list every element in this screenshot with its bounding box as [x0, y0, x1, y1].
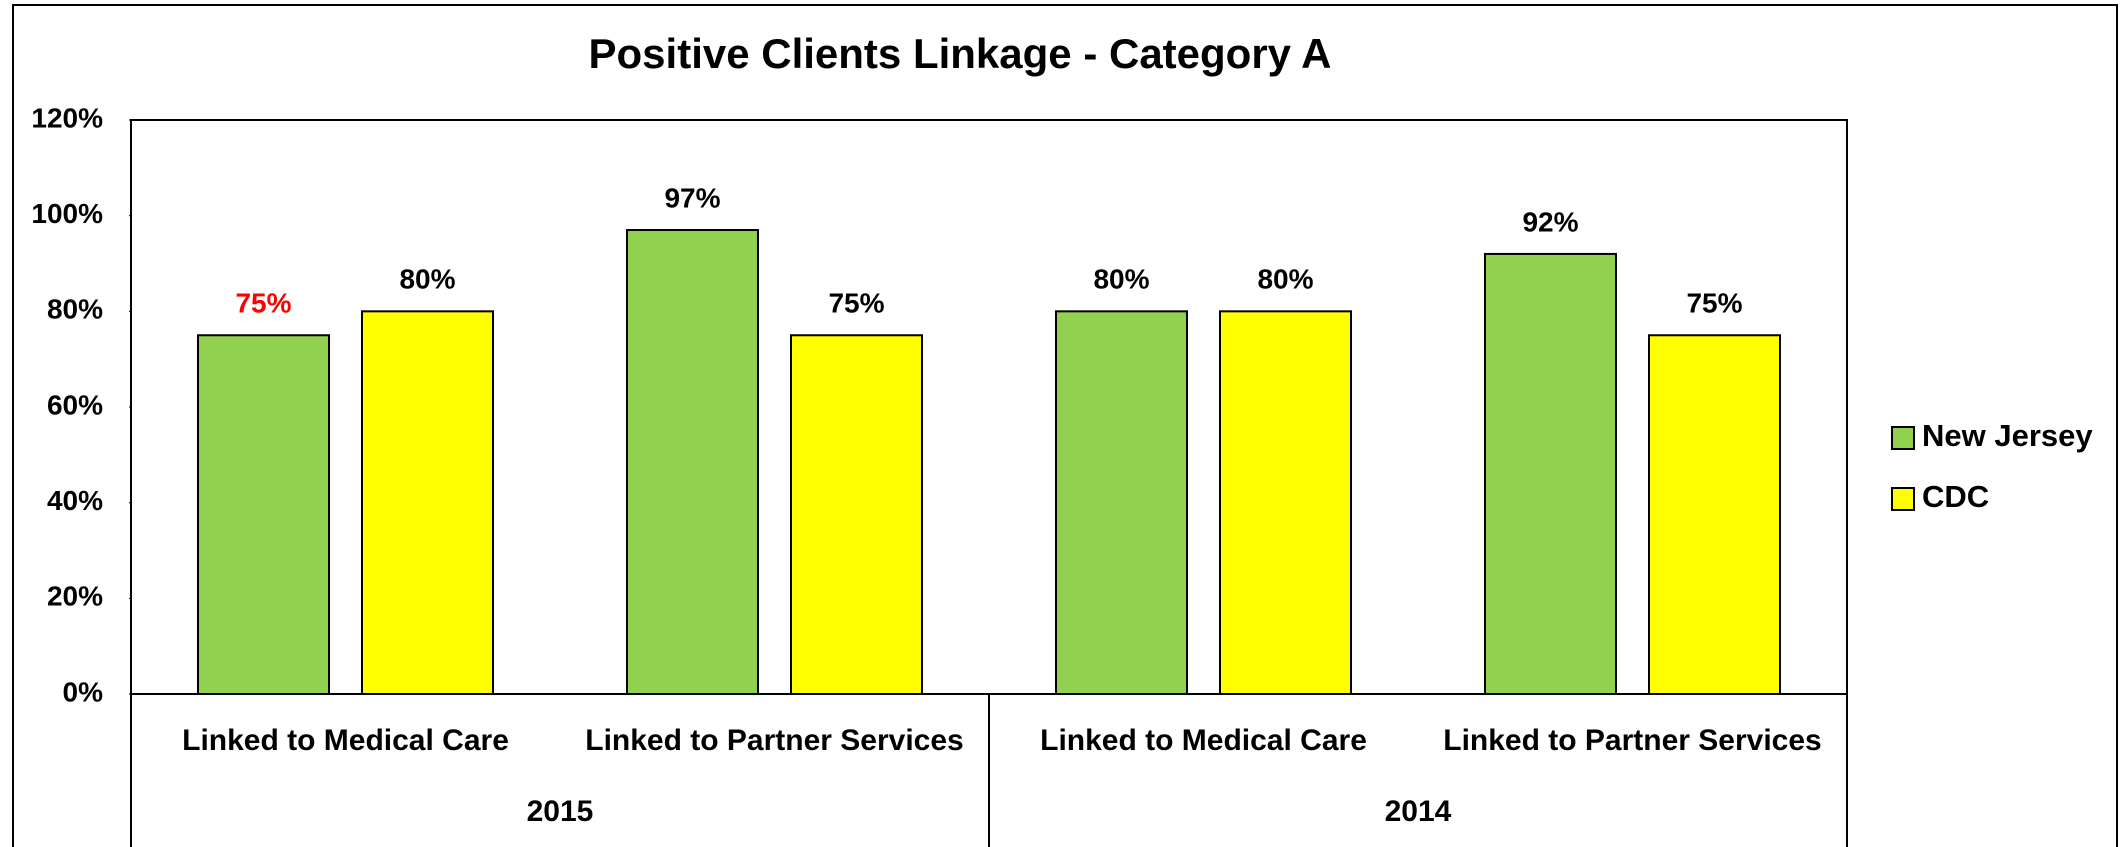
- bar: [1219, 310, 1352, 695]
- value-label: 75%: [1686, 288, 1742, 319]
- value-label: 80%: [1257, 264, 1313, 295]
- chart-border: [12, 4, 2118, 847]
- value-label: 75%: [828, 288, 884, 319]
- y-tick-label: 100%: [31, 198, 103, 229]
- bar: [790, 334, 923, 695]
- value-label: 75%: [235, 288, 291, 319]
- y-tick-label: 40%: [47, 485, 103, 516]
- y-tick-label: 120%: [31, 102, 103, 133]
- bar: [1484, 252, 1617, 696]
- bar: [626, 229, 759, 695]
- bar: [361, 310, 494, 695]
- x-tick-label: Linked to Partner Services: [585, 724, 964, 757]
- value-label: 92%: [1522, 206, 1578, 237]
- legend-label: CDC: [1922, 479, 1989, 514]
- chart-title: Positive Clients Linkage - Category A: [589, 30, 1332, 77]
- legend-swatch: [1891, 487, 1915, 511]
- y-tick-label: 20%: [47, 581, 103, 612]
- x-tick-label: Linked to Medical Care: [182, 724, 509, 757]
- group-label: 2015: [527, 795, 594, 828]
- bar: [1648, 334, 1781, 695]
- legend-swatch: [1891, 426, 1915, 450]
- x-tick-label: Linked to Medical Care: [1040, 724, 1367, 757]
- value-label: 80%: [1093, 264, 1149, 295]
- y-tick-label: 0%: [63, 676, 104, 707]
- bar: [1055, 310, 1188, 695]
- y-tick-label: 80%: [47, 294, 103, 325]
- value-label: 97%: [664, 182, 720, 213]
- legend-label: New Jersey: [1922, 418, 2093, 453]
- group-label: 2014: [1385, 795, 1452, 828]
- x-tick-label: Linked to Partner Services: [1443, 724, 1822, 757]
- bar: [197, 334, 330, 695]
- value-label: 80%: [399, 264, 455, 295]
- y-tick-label: 60%: [47, 389, 103, 420]
